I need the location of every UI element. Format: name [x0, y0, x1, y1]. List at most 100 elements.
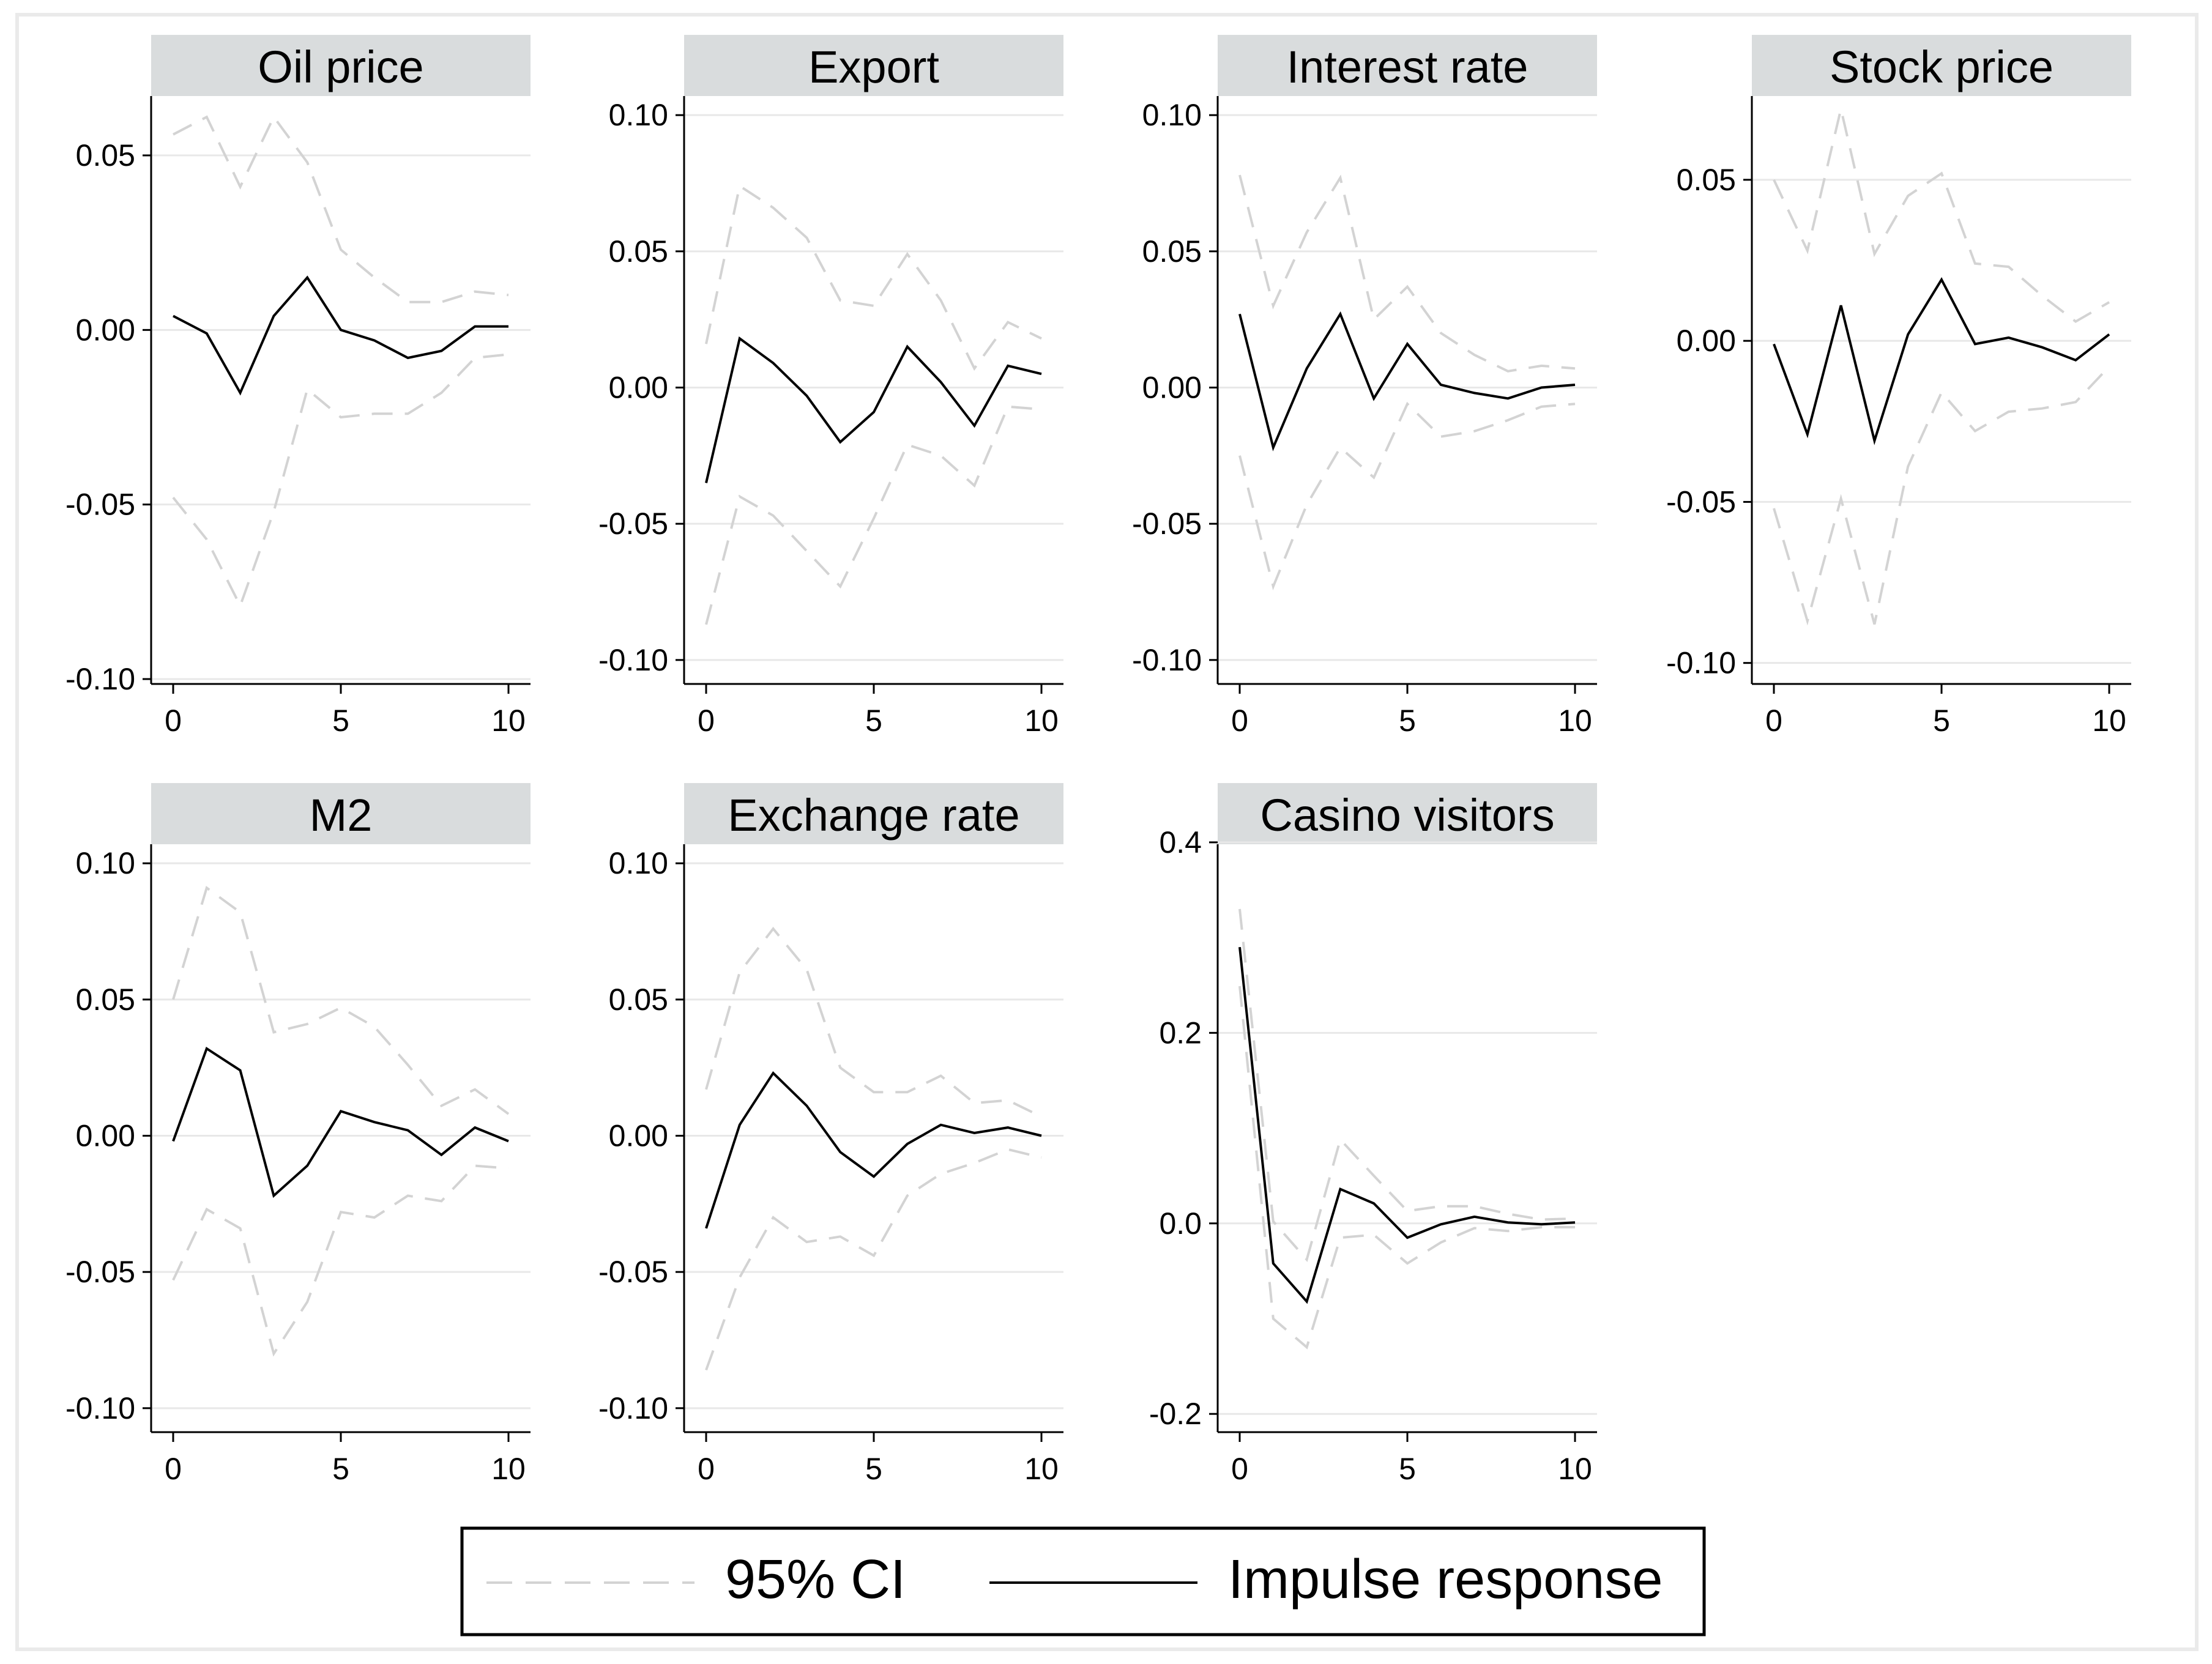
- panel-oil-price: Oil price 0.05 0.00 -0.05 -0.10 0 5 10: [65, 35, 531, 738]
- y-tick-label: -0.10: [65, 662, 135, 696]
- panel-title-band: [1218, 783, 1597, 844]
- ci-upper-line: [705, 184, 1042, 371]
- x-tick-label: 5: [1399, 704, 1416, 738]
- x-tick-label: 5: [1933, 704, 1950, 738]
- panel-exchange-rate: Exchange rate 0.10 0.05 0.00 -0.05 -0.10 0 5 10: [598, 783, 1063, 1486]
- figure-frame: [15, 13, 2199, 1651]
- y-tick-label: 0.05: [609, 234, 668, 269]
- y-tick-label: 0.00: [1677, 324, 1736, 358]
- panel-title-band: [684, 35, 1063, 96]
- y-tick-label: 0.00: [609, 1119, 668, 1153]
- panel-casino-visitors: Casino visitors 0.4 0.2 0.0 -0.2 0 5 10: [1149, 783, 1597, 1486]
- ci-upper-line: [705, 926, 1042, 1118]
- panel-title: Stock price: [1830, 42, 2054, 92]
- impulse-response-line: [705, 1071, 1042, 1229]
- y-tick-label: 0.10: [609, 98, 668, 132]
- impulse-response-line: [172, 1046, 509, 1198]
- panel-export: Export 0.10 0.05 0.00 -0.05 -0.10 0 5 10: [598, 35, 1063, 738]
- y-tick-label: 0.05: [1677, 163, 1736, 197]
- y-tick-label: -0.10: [1666, 646, 1736, 680]
- x-tick-label: 10: [491, 1452, 526, 1486]
- y-tick-label: -0.10: [598, 1391, 668, 1425]
- ci-lower-line: [1238, 401, 1576, 590]
- panel-title-band: [1752, 35, 2131, 96]
- x-tick-label: 0: [698, 1452, 715, 1486]
- y-tick-label: 0.05: [609, 982, 668, 1017]
- y-tick-label: -0.05: [1666, 485, 1736, 519]
- impulse-response-line: [1238, 311, 1576, 451]
- y-tick-label: -0.05: [65, 488, 135, 522]
- x-tick-label: 10: [2092, 704, 2126, 738]
- ci-lower-line: [1238, 986, 1575, 1350]
- x-tick-label: 10: [491, 704, 526, 738]
- ci-lower-line: [705, 405, 1042, 625]
- panel-title: Casino visitors: [1260, 790, 1554, 841]
- x-tick-label: 0: [165, 1452, 182, 1486]
- panel-title-band: [684, 783, 1063, 844]
- y-tick-label: 0.05: [76, 138, 135, 173]
- legend-ir-label: Impulse response: [1228, 1549, 1663, 1610]
- y-tick-label: 0.2: [1159, 1016, 1202, 1050]
- panel-title: Export: [808, 42, 939, 92]
- x-tick-label: 5: [865, 1452, 882, 1486]
- y-tick-label: -0.05: [598, 507, 668, 541]
- impulse-response-line: [705, 336, 1042, 483]
- ci-lower-line: [1773, 365, 2110, 626]
- y-tick-label: 0.00: [76, 313, 135, 347]
- y-tick-label: 0.10: [609, 846, 668, 880]
- x-tick-label: 5: [865, 704, 882, 738]
- impulse-response-line: [1238, 946, 1576, 1304]
- ci-lower-line: [172, 353, 509, 609]
- x-tick-label: 0: [1765, 704, 1782, 738]
- legend: 95% CI Impulse response: [460, 1526, 1706, 1636]
- y-tick-label: 0.10: [76, 846, 135, 880]
- y-tick-label: 0.0: [1159, 1206, 1202, 1241]
- panel-title: Interest rate: [1287, 42, 1529, 92]
- ci-lower-line: [705, 1148, 1042, 1371]
- x-tick-label: 0: [1231, 704, 1248, 738]
- ci-upper-line: [1773, 108, 2110, 324]
- x-tick-label: 0: [1231, 1452, 1248, 1486]
- y-tick-label: -0.05: [65, 1255, 135, 1289]
- panel-title-band: [151, 35, 531, 96]
- impulse-response-line: [1773, 277, 2110, 445]
- y-tick-label: 0.05: [1142, 234, 1202, 269]
- panel-stock-price: Stock price 0.05 0.00 -0.05 -0.10 0 5 10: [1666, 35, 2131, 738]
- y-tick-label: -0.2: [1149, 1397, 1202, 1431]
- y-tick-label: -0.10: [598, 643, 668, 677]
- impulse-response-line: [173, 275, 508, 396]
- y-tick-label: -0.05: [598, 1255, 668, 1289]
- y-tick-label: -0.05: [1132, 507, 1202, 541]
- x-tick-label: 5: [1399, 1452, 1416, 1486]
- y-tick-label: 0.10: [1142, 98, 1202, 132]
- panel-interest-rate: Interest rate 0.10 0.05 0.00 -0.05 -0.10 0 5 10: [1132, 35, 1597, 738]
- ci-upper-line: [173, 114, 509, 303]
- panel-title: Oil price: [258, 42, 423, 92]
- panel-m2: M2 0.10 0.05 0.00 -0.05 -0.10 0 5 10: [65, 783, 531, 1486]
- y-tick-label: -0.10: [1132, 643, 1202, 677]
- y-tick-label: 0.05: [76, 982, 135, 1017]
- x-tick-label: 0: [165, 704, 182, 738]
- ci-upper-line: [1238, 174, 1576, 373]
- y-tick-label: 0.00: [609, 371, 668, 405]
- panel-title-band: [151, 783, 531, 844]
- y-tick-label: 0.00: [1142, 371, 1202, 405]
- x-tick-label: 10: [1024, 704, 1059, 738]
- y-tick-label: 0.00: [76, 1119, 135, 1153]
- panel-title: M2: [310, 790, 373, 841]
- x-tick-label: 0: [698, 704, 715, 738]
- y-tick-label: -0.10: [65, 1391, 135, 1425]
- x-tick-label: 10: [1558, 1452, 1592, 1486]
- panel-title: Exchange rate: [728, 790, 1019, 841]
- ci-lower-line: [172, 1164, 509, 1357]
- ci-upper-line: [172, 886, 510, 1115]
- legend-ci-label: 95% CI: [725, 1549, 906, 1610]
- panel-title-band: [1218, 35, 1597, 96]
- x-tick-label: 5: [332, 704, 349, 738]
- y-tick-label: 0.4: [1159, 825, 1202, 860]
- x-tick-label: 5: [332, 1452, 349, 1486]
- ci-upper-line: [1238, 908, 1576, 1262]
- x-tick-label: 10: [1024, 1452, 1059, 1486]
